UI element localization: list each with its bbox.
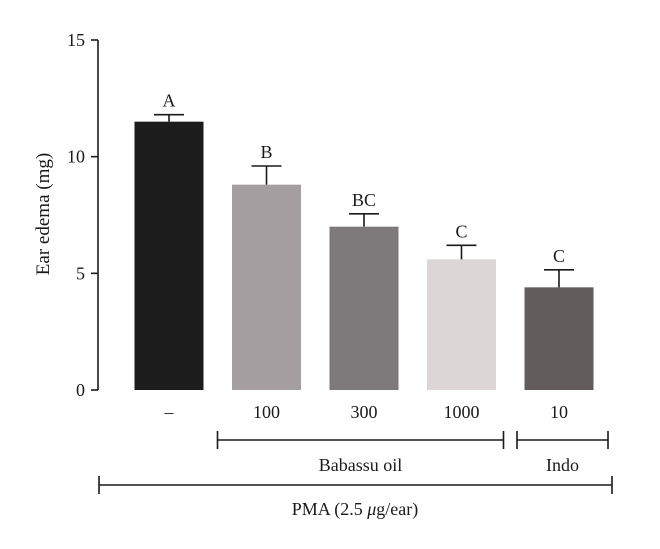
group-label-0: Babassu oil [319,455,403,475]
bar-1 [232,184,301,390]
x-tick-label-3: 1000 [444,402,480,422]
super-group-bracket [98,476,613,494]
super-group-label-suffix: g/ear) [376,499,418,520]
group-label-1: Indo [546,455,579,475]
y-axis-title: Ear edema (mg) [33,153,54,275]
y-tick-label-2: 10 [67,147,85,167]
error-bar-2 [349,213,379,227]
y-tick-label-1: 5 [76,263,85,283]
super-group-label: PMA (2.5 μg/ear) [292,499,419,520]
error-bar-4 [544,269,574,288]
error-bar-0 [154,113,184,122]
group-bracket-1 [516,431,609,449]
bar-0 [134,121,204,391]
significance-label-0: A [163,91,176,111]
significance-label-4: C [553,246,565,266]
error-bar-1 [251,165,282,185]
y-tick-label-3: 15 [67,30,85,50]
x-tick-label-0: – [164,402,175,422]
super-group-label-prefix: PMA (2.5 [292,499,368,520]
significance-label-3: C [455,221,467,241]
bar-2 [329,226,399,390]
y-tick-label-0: 0 [76,380,85,400]
x-tick-label-4: 10 [550,402,568,422]
super-group-label-mu: μ [366,499,376,519]
x-tick-label-2: 300 [351,402,378,422]
significance-label-1: B [260,142,272,162]
bar-4 [524,287,594,390]
bars-layer: A B BC C C [134,91,594,391]
significance-label-2: BC [352,190,376,210]
error-bar-3 [446,244,477,260]
bar-3 [427,259,496,390]
x-tick-label-1: 100 [253,402,280,422]
group-brackets-layer: Babassu oil Indo PMA (2.5 μg/ear) [98,431,613,520]
group-bracket-0 [216,431,505,449]
